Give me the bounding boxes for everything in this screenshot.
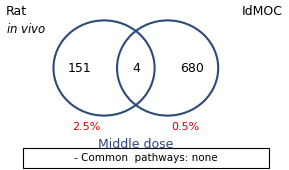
Text: 0.5%: 0.5% xyxy=(171,122,199,132)
Text: 151: 151 xyxy=(68,62,91,74)
Text: 680: 680 xyxy=(180,62,204,74)
Text: 2.5%: 2.5% xyxy=(73,122,101,132)
FancyBboxPatch shape xyxy=(23,148,269,168)
Text: Middle dose: Middle dose xyxy=(98,138,173,151)
Text: $\it{in\ vivo}$: $\it{in\ vivo}$ xyxy=(6,22,46,36)
Text: - Common  pathways: none: - Common pathways: none xyxy=(74,153,218,163)
Text: Rat: Rat xyxy=(6,5,27,18)
Text: IdMOC: IdMOC xyxy=(242,5,283,18)
Text: 4: 4 xyxy=(132,62,140,74)
